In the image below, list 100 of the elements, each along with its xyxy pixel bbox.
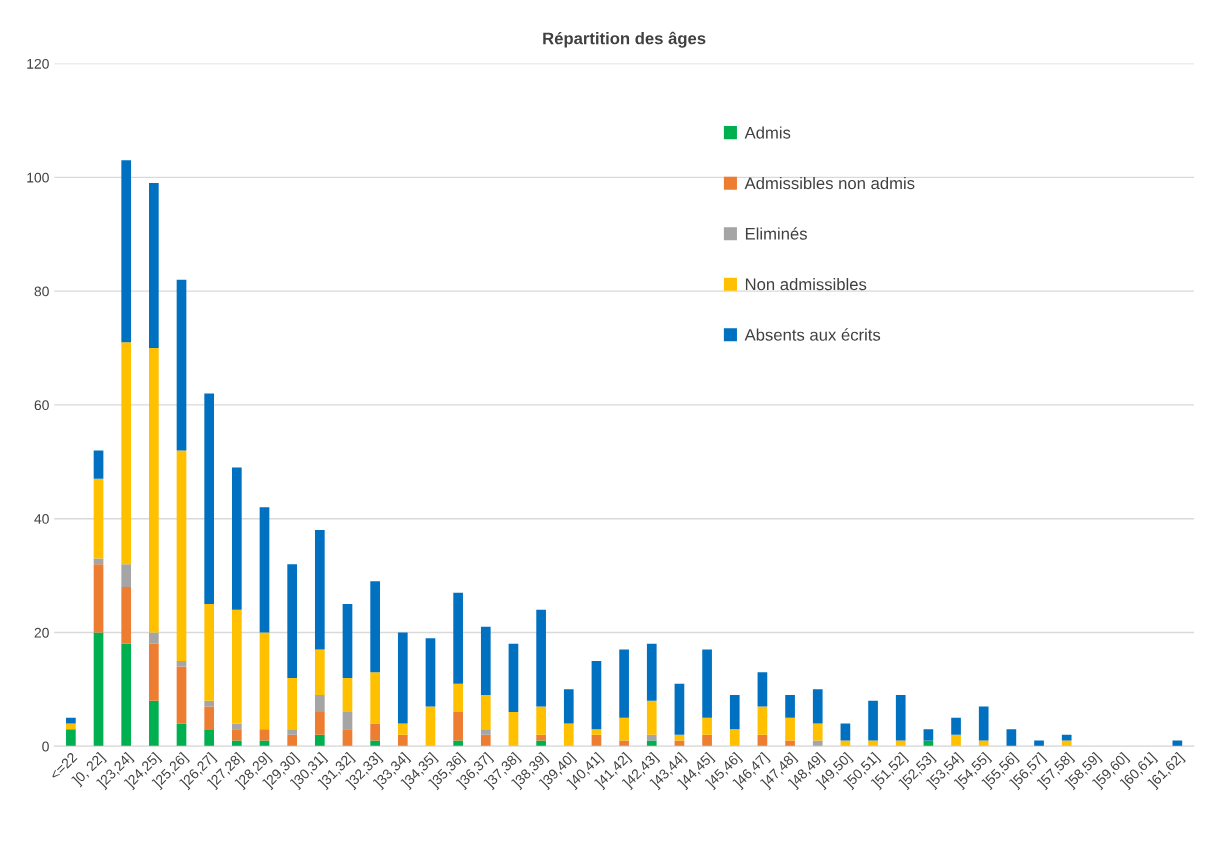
bar [370, 723, 380, 741]
bar [259, 632, 270, 730]
bar [619, 740, 629, 747]
bar [149, 632, 159, 644]
bar [232, 467, 242, 610]
bar [397, 723, 408, 735]
bar [619, 717, 629, 741]
bar [287, 564, 297, 678]
bar [287, 734, 297, 747]
bar [702, 734, 712, 747]
bar [453, 712, 463, 741]
bar [1034, 740, 1044, 747]
bar [93, 632, 104, 747]
bar [785, 740, 795, 747]
bar [646, 740, 657, 747]
bar [951, 717, 961, 735]
bar [1006, 729, 1017, 747]
bar [232, 723, 242, 730]
bar [176, 279, 187, 451]
bar [591, 729, 602, 735]
bar [978, 740, 989, 747]
bar [895, 740, 906, 747]
bar [536, 740, 546, 747]
y-tick-label: 80 [34, 286, 49, 297]
bar [342, 677, 353, 713]
bar [66, 729, 76, 747]
bar [757, 672, 768, 707]
bar [342, 604, 353, 678]
bar [342, 712, 353, 730]
bar [453, 740, 463, 747]
bar [978, 706, 989, 741]
bar [176, 666, 187, 724]
y-tick-label: 20 [34, 627, 49, 638]
bar [149, 643, 159, 701]
bar [425, 706, 436, 747]
bar [232, 740, 242, 747]
bar [868, 740, 878, 747]
bar [702, 649, 712, 718]
bar [646, 734, 657, 741]
bar [314, 530, 325, 650]
bar [453, 683, 463, 713]
bar [757, 734, 768, 747]
bar [259, 729, 270, 741]
bar [176, 450, 187, 661]
bar [314, 649, 325, 696]
bar [121, 564, 132, 587]
bar [204, 706, 215, 730]
bar [93, 450, 104, 479]
bar [480, 626, 491, 696]
bar [397, 734, 408, 747]
y-tick-label: 0 [42, 741, 49, 752]
bar [868, 700, 878, 741]
bar [314, 734, 325, 747]
bar [287, 677, 297, 730]
bar [923, 729, 934, 741]
bar [508, 712, 519, 747]
bar [536, 734, 546, 741]
bar [785, 717, 795, 741]
bar [951, 734, 961, 747]
bar [342, 729, 353, 747]
bar [563, 723, 574, 747]
bar [812, 740, 823, 747]
bar [674, 683, 685, 735]
legend-label: Absents aux écrits [744, 328, 881, 341]
bar [591, 660, 602, 730]
legend-label: Admissibles non admis [744, 176, 915, 190]
y-tick-label: 100 [27, 172, 49, 183]
bar [480, 729, 491, 735]
bar [646, 700, 657, 735]
bar [480, 695, 491, 730]
bar [204, 393, 215, 605]
bar [370, 581, 380, 673]
bar [508, 643, 519, 713]
bar [149, 183, 159, 349]
bar [619, 649, 629, 718]
bar [785, 695, 795, 718]
bar [729, 695, 740, 730]
bar [370, 740, 380, 747]
bar [397, 632, 408, 724]
bar [480, 734, 491, 747]
bar [66, 723, 76, 730]
bar [121, 160, 132, 343]
bar [176, 660, 187, 667]
bar [895, 695, 906, 741]
bar [93, 564, 104, 633]
bar [204, 700, 215, 707]
bar [93, 478, 104, 559]
bar [840, 723, 851, 741]
bar [66, 717, 76, 724]
bar [287, 729, 297, 735]
bar [149, 348, 159, 633]
y-tick-label: 60 [34, 400, 49, 411]
bar [757, 706, 768, 735]
bar [453, 592, 463, 684]
bar [204, 604, 215, 701]
chart-title: Répartition des âges [543, 31, 706, 48]
bar [232, 729, 242, 741]
y-tick-label: 120 [27, 58, 49, 69]
bar [812, 689, 823, 724]
legend-label: Non admissibles [745, 277, 867, 291]
